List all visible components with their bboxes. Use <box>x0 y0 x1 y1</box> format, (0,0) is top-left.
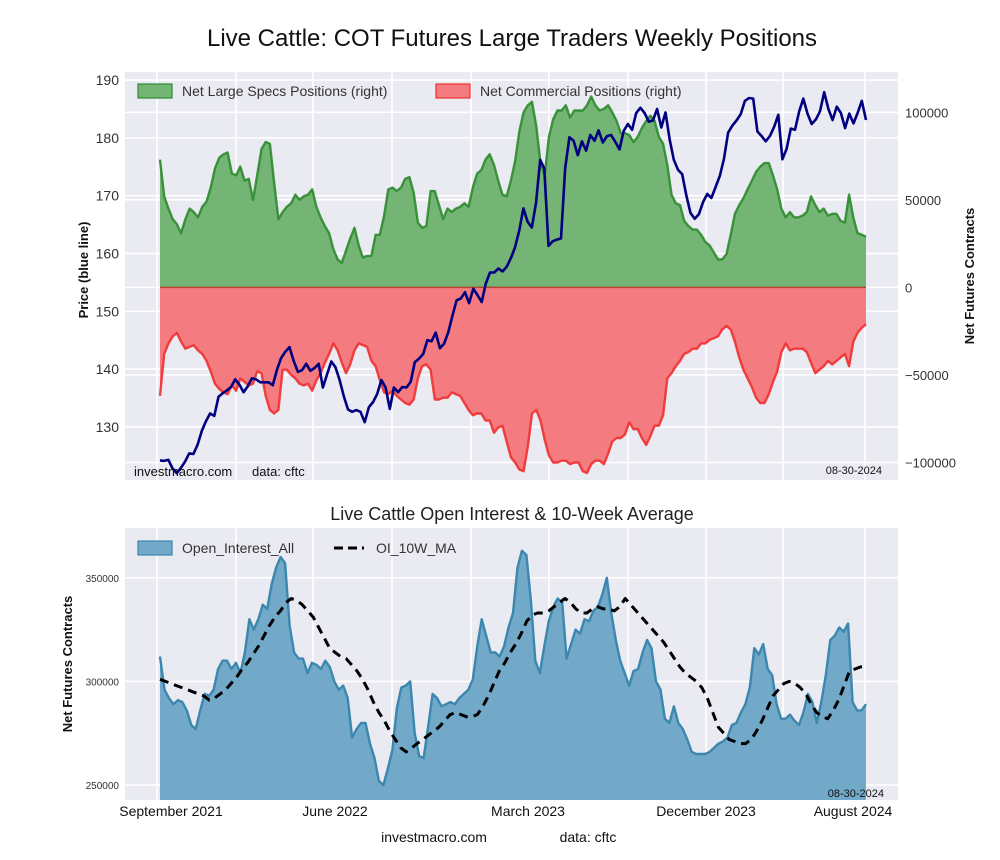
left-tick-label: 170 <box>96 188 120 204</box>
legend-specs-swatch <box>137 83 173 99</box>
legend-oi-label: Open_Interest_All <box>182 540 294 556</box>
figure-title: Live Cattle: COT Futures Large Traders W… <box>207 25 817 52</box>
right-tick-label: 0 <box>905 280 912 295</box>
bottom-y-axis: 250000 300000 350000 <box>86 574 120 792</box>
left-tick-label: 180 <box>96 130 120 146</box>
footer-site: investmacro.com <box>381 829 487 845</box>
top-watermark-source: data: cftc <box>252 464 305 479</box>
legend-ma-label: OI_10W_MA <box>376 540 457 556</box>
bottom-chart: Live Cattle Open Interest & 10-Week Aver… <box>60 504 898 819</box>
right-tick-label: −50000 <box>905 368 949 383</box>
top-chart: Net Large Specs Positions (right) Net Co… <box>76 72 977 480</box>
bottom-chart-title: Live Cattle Open Interest & 10-Week Aver… <box>330 504 694 524</box>
legend-commercial-label: Net Commercial Positions (right) <box>480 83 682 99</box>
specs-line <box>158 95 867 265</box>
legend-oi-swatch <box>137 540 173 556</box>
bottom-date-label: 08-30-2024 <box>828 788 884 800</box>
open-interest-area <box>160 550 866 800</box>
bottom-x-axis: September 2021 June 2022 March 2023 Decembe… <box>119 803 892 819</box>
legend-commercial-swatch <box>435 83 471 99</box>
footer-source: data: cftc <box>560 829 617 845</box>
top-left-axis: 130 140 150 160 170 180 190 <box>96 72 120 435</box>
top-left-axis-label: Price (blue line) <box>76 222 91 319</box>
commercial-line <box>158 323 867 475</box>
top-right-axis-label: Net Futures Contracts <box>962 208 977 345</box>
bottom-x-tick-label: December 2023 <box>656 803 756 819</box>
bottom-y-tick-label: 250000 <box>86 781 120 792</box>
top-right-axis: −100000 −50000 0 50000 100000 <box>905 105 956 470</box>
ma-line <box>159 597 866 754</box>
bottom-x-tick-label: September 2021 <box>119 803 223 819</box>
top-legend: Net Large Specs Positions (right) Net Co… <box>137 83 682 99</box>
commercial-area <box>160 287 866 473</box>
left-tick-label: 190 <box>96 72 120 88</box>
right-tick-label: −100000 <box>905 455 956 470</box>
right-tick-label: 50000 <box>905 193 941 208</box>
left-tick-label: 130 <box>96 419 120 435</box>
top-date-label: 08-30-2024 <box>826 465 882 477</box>
bottom-legend: Open_Interest_All OI_10W_MA <box>137 540 457 556</box>
price-line <box>159 90 868 475</box>
bottom-x-tick-label: August 2024 <box>814 803 893 819</box>
right-tick-label: 100000 <box>905 105 948 120</box>
left-tick-label: 150 <box>96 303 120 319</box>
bottom-x-tick-label: March 2023 <box>491 803 565 819</box>
bottom-y-axis-label: Net Futures Contracts <box>60 596 75 733</box>
bottom-y-tick-label: 300000 <box>86 677 120 688</box>
left-tick-label: 140 <box>96 361 120 377</box>
specs-area <box>160 96 866 288</box>
top-watermark-site: investmacro.com <box>134 464 232 479</box>
bottom-x-tick-label: June 2022 <box>302 803 368 819</box>
open-interest-line <box>158 549 867 787</box>
left-tick-label: 160 <box>96 245 120 261</box>
bottom-y-tick-label: 350000 <box>86 574 120 585</box>
legend-specs-label: Net Large Specs Positions (right) <box>182 83 387 99</box>
